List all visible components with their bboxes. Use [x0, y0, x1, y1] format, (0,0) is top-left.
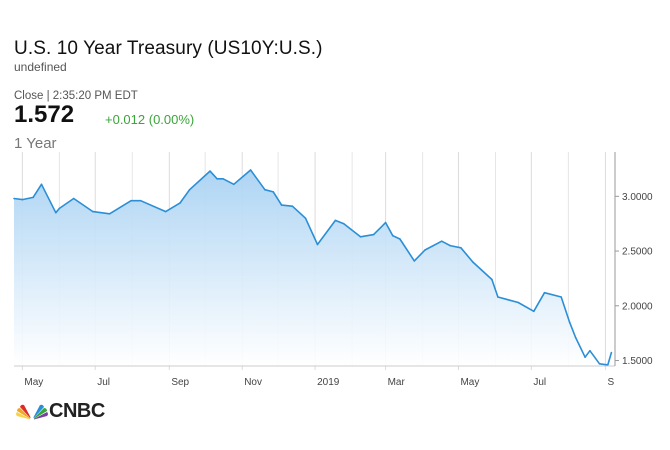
- data-point: [497, 296, 499, 298]
- y-tick-label: 2.5000: [622, 247, 653, 258]
- data-point: [139, 199, 142, 202]
- data-point: [399, 238, 401, 240]
- x-tick-label: Sep: [171, 377, 189, 388]
- yield-area-fill: [14, 170, 612, 366]
- data-point: [359, 236, 362, 238]
- data-point: [384, 221, 387, 224]
- data-point: [543, 291, 546, 294]
- data-point: [291, 205, 294, 207]
- treasury-yield-chart: May Jul Sep Nov 2019 Mar May Jul S 1.5000 2.0000 2.…: [13, 152, 653, 388]
- data-point: [392, 234, 394, 237]
- data-point: [216, 178, 218, 180]
- data-point: [574, 336, 577, 339]
- x-tick-label: Nov: [244, 377, 262, 388]
- y-tick-label: 1.5000: [622, 356, 653, 367]
- x-tick-label: Mar: [388, 377, 406, 388]
- data-point: [517, 301, 519, 304]
- chart-subtitle: undefined: [14, 60, 67, 74]
- x-tick-label: 2019: [317, 377, 340, 388]
- data-point: [568, 321, 571, 323]
- x-tick-label: Jul: [97, 377, 110, 388]
- x-tick-label: May: [24, 377, 43, 388]
- data-point: [233, 183, 235, 186]
- data-point: [460, 247, 462, 249]
- data-point: [491, 278, 493, 281]
- close-timestamp: Close | 2:35:20 PM EDT: [14, 90, 138, 102]
- price-value: 1.572: [14, 101, 75, 128]
- data-point: [440, 240, 443, 242]
- x-tick-label: Jul: [533, 377, 546, 388]
- data-point: [249, 169, 252, 171]
- x-tick-label: May: [460, 377, 479, 388]
- data-point: [589, 349, 591, 352]
- data-point: [55, 211, 57, 214]
- data-point: [584, 356, 586, 358]
- data-point: [108, 213, 111, 215]
- y-tick-label: 3.0000: [622, 192, 653, 203]
- data-point: [164, 210, 167, 213]
- price-change: +0.012 (0.00%): [105, 112, 195, 127]
- data-point: [209, 170, 211, 172]
- data-point: [598, 363, 601, 365]
- data-point: [92, 210, 94, 213]
- chart-title: U.S. 10 Year Treasury (US10Y:U.S.): [14, 38, 323, 59]
- cnbc-peacock-icon: [16, 404, 48, 421]
- data-point: [222, 178, 224, 180]
- data-point: [343, 222, 345, 225]
- data-point: [533, 310, 535, 313]
- data-point: [316, 243, 319, 246]
- data-point: [40, 183, 43, 186]
- data-point: [280, 204, 283, 206]
- data-point: [179, 202, 181, 204]
- y-tick-label: 2.0000: [622, 301, 653, 312]
- data-point: [424, 249, 426, 251]
- data-point: [472, 261, 474, 263]
- data-point: [264, 188, 266, 191]
- data-point: [21, 198, 24, 201]
- data-point: [334, 219, 337, 222]
- data-point: [610, 351, 613, 354]
- data-point: [13, 197, 15, 200]
- data-point: [304, 217, 307, 219]
- data-point: [449, 244, 451, 247]
- data-point: [560, 296, 562, 298]
- data-point: [188, 188, 191, 191]
- data-point: [272, 191, 275, 193]
- data-point: [32, 196, 34, 199]
- data-point: [58, 207, 61, 210]
- data-point: [413, 260, 416, 262]
- data-point: [130, 199, 132, 202]
- cnbc-logo-text: CNBC: [49, 400, 105, 422]
- data-point: [72, 197, 75, 200]
- data-point: [607, 364, 609, 366]
- range-label: 1 Year: [14, 135, 57, 152]
- x-tick-label: S: [607, 377, 614, 388]
- data-point: [372, 233, 375, 236]
